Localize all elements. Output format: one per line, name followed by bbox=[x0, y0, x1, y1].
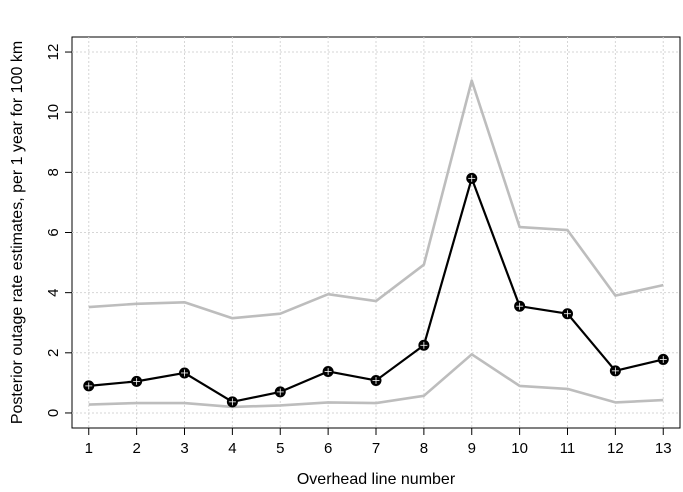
x-tick-label: 4 bbox=[228, 440, 236, 457]
y-tick-label: 8 bbox=[45, 168, 62, 176]
y-tick-label: 4 bbox=[45, 288, 62, 296]
x-tick-label: 9 bbox=[468, 440, 476, 457]
upper-bound-line bbox=[88, 79, 664, 320]
x-tick-label: 8 bbox=[420, 440, 428, 457]
y-tick-label: 0 bbox=[45, 409, 62, 417]
series-group bbox=[83, 79, 669, 409]
x-tick-label: 10 bbox=[511, 440, 528, 457]
y-tick-label: 10 bbox=[45, 104, 62, 121]
x-tick-label: 6 bbox=[324, 440, 332, 457]
x-tick-label: 7 bbox=[372, 440, 380, 457]
x-axis: 1 2 3 4 5 6 7 8 9 10 11 12 13 bbox=[85, 428, 672, 457]
x-tick-label: 11 bbox=[560, 440, 576, 457]
x-tick-label: 1 bbox=[85, 440, 93, 457]
y-axis-title: Posterior outage rate estimates, per 1 y… bbox=[9, 41, 26, 424]
x-tick-label: 5 bbox=[276, 440, 284, 457]
y-tick-label: 12 bbox=[45, 44, 62, 61]
x-axis-title: Overhead line number bbox=[297, 471, 456, 488]
x-tick-label: 12 bbox=[607, 440, 624, 457]
gridlines bbox=[72, 37, 680, 428]
x-tick-label: 2 bbox=[132, 440, 140, 457]
x-tick-label: 3 bbox=[180, 440, 188, 457]
y-tick-label: 6 bbox=[45, 228, 62, 236]
y-tick-label: 2 bbox=[45, 349, 62, 357]
x-tick-label: 13 bbox=[655, 440, 672, 457]
y-axis: 0 2 4 6 8 10 12 bbox=[45, 44, 72, 417]
lower-bound-line bbox=[88, 353, 664, 409]
